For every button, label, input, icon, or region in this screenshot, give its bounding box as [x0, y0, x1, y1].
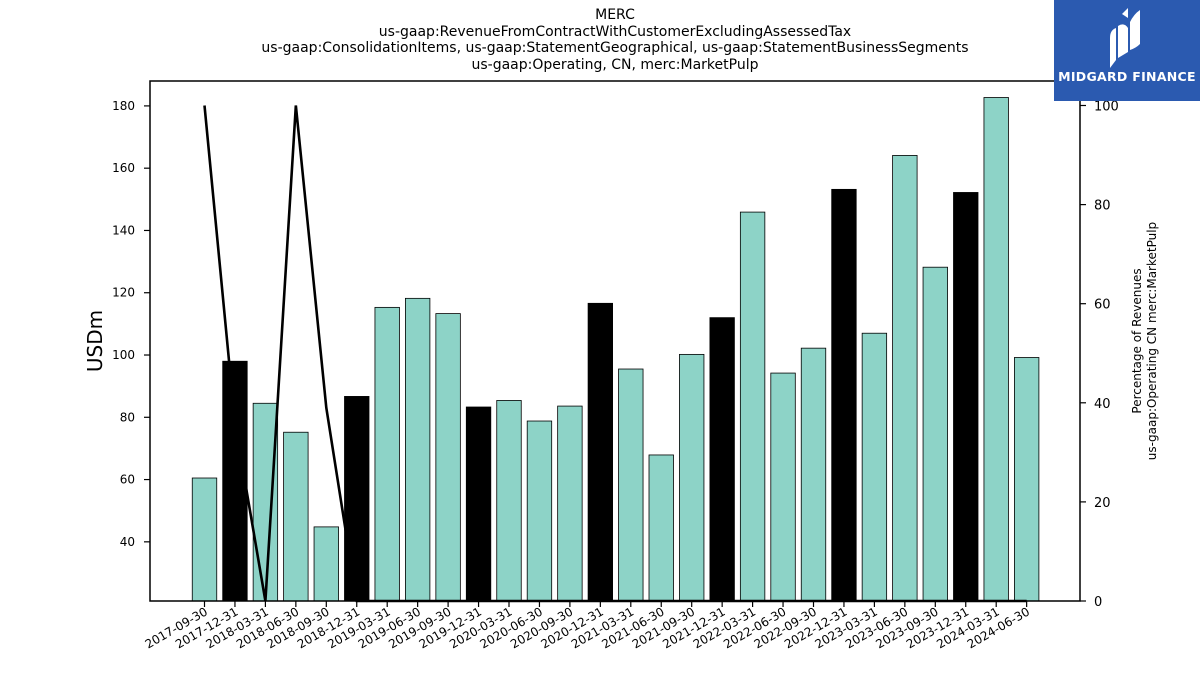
- bar-quarter: [496, 400, 522, 602]
- bar-quarter: [679, 353, 705, 602]
- bar-quarter: [861, 332, 888, 602]
- right-y-tick-label: 40: [1094, 397, 1111, 412]
- y-tick-label: 40: [120, 535, 135, 549]
- y-tick-label: 120: [112, 286, 135, 300]
- logo-text: MIDGARD FINANCE: [1058, 69, 1196, 84]
- midgard-finance-logo: MIDGARD FINANCE: [1054, 0, 1200, 101]
- bar-series: [191, 97, 1040, 602]
- left-y-axis: 40 60 80 100 120 140 160 180: [112, 99, 150, 549]
- bar-quarter: [800, 347, 827, 602]
- bar-quarter: [435, 313, 461, 602]
- right-y-tick-label: 100: [1094, 100, 1119, 115]
- right-y-axis-label: us-gaap:Operating CN merc:MarketPulp: [1145, 222, 1159, 460]
- bar-annual: [587, 302, 613, 602]
- chart-title: MERC us-gaap:RevenueFromContractWithCust…: [150, 7, 1080, 73]
- right-y-axis-label: Percentage of Revenues: [1130, 268, 1144, 413]
- chart-title-line: us-gaap:RevenueFromContractWithCustomerE…: [378, 23, 852, 40]
- bar-quarter: [770, 372, 796, 602]
- right-y-tick-label: 80: [1094, 199, 1111, 214]
- bar-quarter: [283, 431, 309, 602]
- bar-quarter: [191, 477, 218, 602]
- x-axis: 2017-09-302017-12-312018-03-312018-06-30…: [143, 601, 1032, 651]
- right-y-tick-label: 20: [1094, 496, 1111, 511]
- bar-quarter: [374, 306, 400, 602]
- bar-quarter: [557, 405, 583, 602]
- bar-quarter: [526, 420, 553, 602]
- right-y-tick-label: 60: [1094, 298, 1111, 313]
- bar-quarter: [313, 526, 339, 602]
- bar-quarter: [922, 266, 948, 602]
- y-tick-label: 180: [112, 99, 135, 113]
- bar-annual: [344, 396, 370, 602]
- bar-quarter: [648, 454, 674, 602]
- logo-mark-icon: [1110, 8, 1140, 68]
- y-tick-label: 100: [112, 348, 135, 362]
- y-tick-label: 60: [120, 473, 135, 487]
- bar-annual: [953, 192, 979, 602]
- y-tick-label: 80: [120, 410, 135, 424]
- bar-quarter: [892, 155, 918, 602]
- bar-quarter: [252, 402, 279, 602]
- bar-annual: [831, 188, 857, 602]
- right-y-axis: 0 20 40 60 80 100: [1080, 100, 1119, 610]
- bar-annual: [222, 360, 248, 602]
- bar-quarter: [618, 368, 644, 602]
- bar-quarter: [983, 97, 1009, 602]
- bar-quarter: [404, 297, 431, 602]
- bar-quarter: [739, 211, 766, 602]
- chart-title-line: MERC: [595, 7, 635, 23]
- plot-frame: [149, 80, 1081, 602]
- y-tick-label: 160: [112, 161, 135, 175]
- bar-annual: [709, 317, 735, 602]
- y-tick-label: 140: [112, 223, 135, 237]
- bar-annual: [465, 406, 492, 602]
- chart-title-line: us-gaap:Operating, CN, merc:MarketPulp: [471, 56, 759, 73]
- chart-title-line: us-gaap:ConsolidationItems, us-gaap:Stat…: [261, 40, 969, 56]
- y-axis-label: USDm: [83, 310, 107, 372]
- right-y-tick-label: 0: [1094, 595, 1102, 610]
- bar-quarter: [1014, 357, 1040, 602]
